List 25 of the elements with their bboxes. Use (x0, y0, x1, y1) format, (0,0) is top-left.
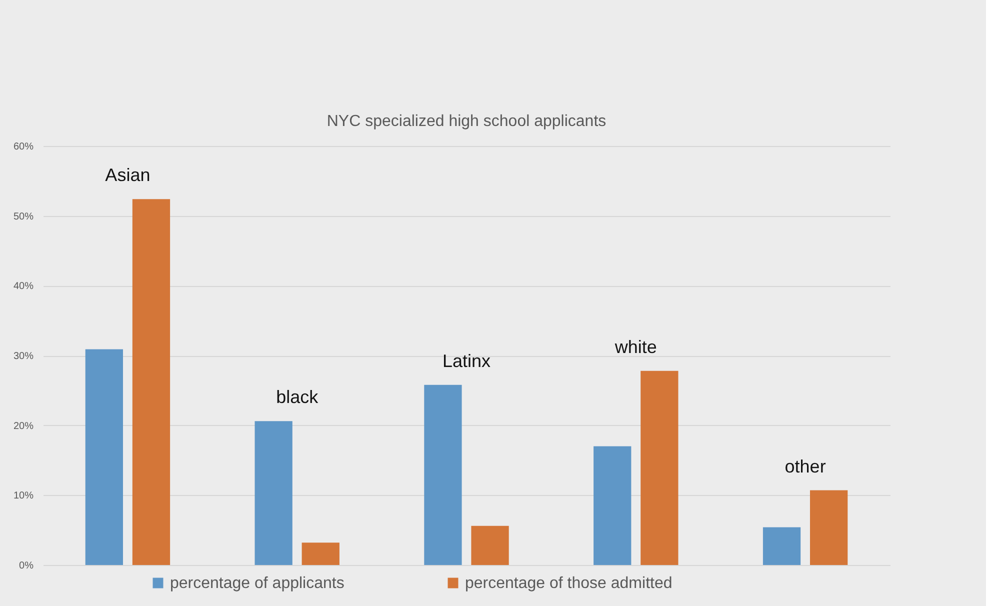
x-tick-label: black (276, 387, 320, 408)
bar (85, 349, 123, 565)
legend-label: percentage of applicants (170, 575, 344, 592)
y-tick-label: 10% (13, 490, 34, 502)
legend-label: percentage of those admitted (465, 575, 672, 592)
y-tick-label: 60% (13, 142, 34, 152)
bar (302, 542, 340, 565)
y-tick-label: 50% (13, 211, 34, 222)
x-tick-label: white (614, 336, 657, 357)
y-tick-label: 0% (19, 560, 34, 572)
y-tick-label: 30% (13, 351, 34, 362)
bar (762, 527, 801, 565)
bar (810, 490, 848, 565)
bar (132, 199, 170, 565)
chart-title: NYC specialized high school applicants (326, 113, 606, 130)
y-tick-label: 40% (13, 281, 34, 292)
x-tick-label: Asian (105, 165, 150, 186)
bar (594, 446, 632, 565)
y-tick-label: 20% (13, 420, 34, 432)
bar (424, 384, 462, 565)
x-tick-label: other (784, 456, 826, 476)
bar (640, 370, 678, 565)
x-tick-label: Latinx (442, 350, 491, 371)
bar (471, 526, 509, 565)
bar (254, 421, 292, 565)
